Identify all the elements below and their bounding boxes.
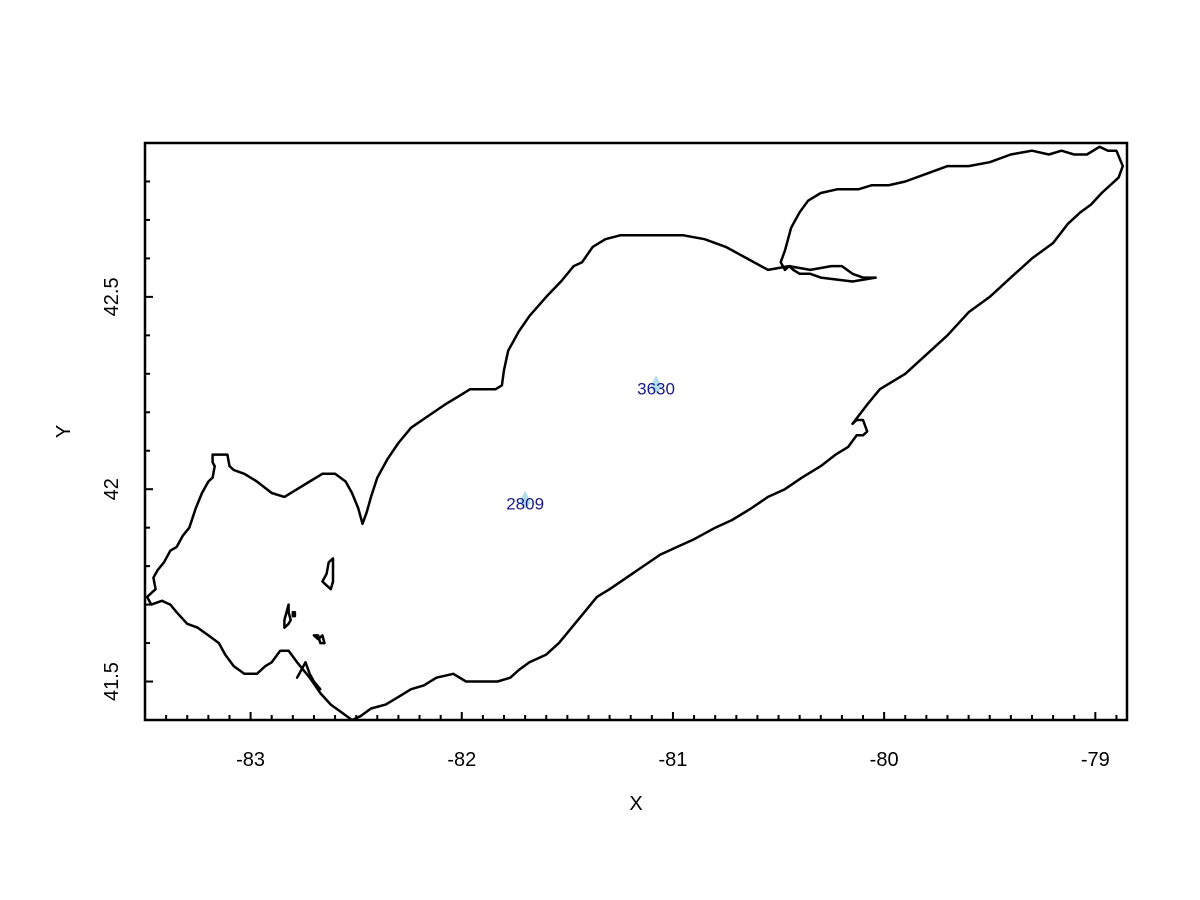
axis-tick-labels: -83 -82 -81 -80 -79 41.5 42 42.5 <box>101 277 1110 771</box>
plot-frame <box>143 141 1129 722</box>
station-marker <box>519 490 532 509</box>
y-tick-label: 41.5 <box>101 662 123 701</box>
x-tick-label: -82 <box>447 749 476 771</box>
x-tick-label: -80 <box>870 749 899 771</box>
y-tick-label: 42.5 <box>101 277 123 316</box>
y-axis-title: Y <box>53 425 75 438</box>
shoreline-layer <box>145 145 1125 722</box>
station-point: 3630 <box>637 375 675 398</box>
x-axis-title: X <box>629 793 642 815</box>
x-tick-label: -81 <box>659 749 688 771</box>
shoreline-catawba-shore <box>295 661 322 691</box>
shoreline-kelleys-island <box>312 634 326 645</box>
shoreline-bass-islands-b <box>291 611 297 618</box>
station-marker <box>650 375 663 394</box>
x-tick-label: -83 <box>236 749 265 771</box>
shoreline-bass-islands-a <box>283 603 292 629</box>
station-point: 2809 <box>506 490 544 514</box>
axis-ticks <box>144 142 1118 721</box>
shoreline-mainland <box>145 145 1125 722</box>
station-label: 3630 <box>637 379 675 398</box>
shoreline-pelee-island <box>321 557 335 591</box>
y-tick-label: 42 <box>101 478 123 500</box>
station-points: 2809 3630 <box>506 375 675 514</box>
x-tick-label: -79 <box>1081 749 1110 771</box>
station-label: 2809 <box>506 495 544 514</box>
